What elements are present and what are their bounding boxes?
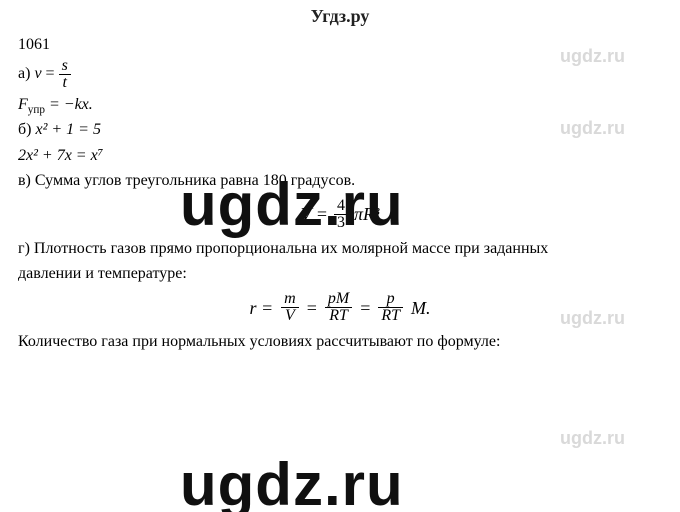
- part-b-eq2: 2x² + 7x = x⁷: [18, 144, 662, 167]
- part-v-label: в): [18, 172, 31, 189]
- part-v-frac: 4 3: [334, 198, 348, 231]
- watermark-small: ugdz.ru: [560, 428, 625, 449]
- part-g-sentence1: Плотность газов прямо пропорциональна их…: [34, 240, 548, 257]
- problem-number: 1061: [18, 33, 662, 56]
- part-g-eq-lhs: r =: [249, 295, 273, 321]
- part-v-eq-rhs: πR³: [354, 201, 379, 227]
- content-body: 1061 а) v = s t Fупр = −kx. б) x² + 1 = …: [0, 27, 680, 354]
- part-a-frac: s t: [59, 58, 71, 91]
- part-g-f3-num: p: [378, 291, 403, 308]
- part-v-sentence: Сумма углов треугольника равна 180 граду…: [35, 172, 355, 189]
- equals-sign: =: [46, 65, 59, 82]
- part-a-frac-den: t: [59, 75, 71, 91]
- part-g-f2-num: pM: [325, 291, 352, 308]
- equals-sign: =: [360, 295, 370, 321]
- part-g-text1: г) Плотность газов прямо пропорциональна…: [18, 237, 662, 260]
- part-a-label: а): [18, 65, 30, 82]
- part-g-label: г): [18, 240, 30, 257]
- part-g-eq-tail: M.: [411, 295, 431, 321]
- part-b-eq1-body: x² + 1 = 5: [35, 121, 101, 138]
- part-a-frac-num: s: [59, 58, 71, 75]
- part-a-eq2-sub: упр: [28, 104, 45, 116]
- part-a-eq2: Fупр = −kx.: [18, 93, 662, 116]
- part-v-eq-lhs: V =: [301, 201, 328, 227]
- part-g-equation: r = m V = pM RT = p RT M.: [18, 291, 662, 324]
- part-g-f2-den: RT: [325, 308, 352, 324]
- part-b-label: б): [18, 121, 31, 138]
- part-g-f1-den: V: [281, 308, 299, 324]
- part-v-text: в) Сумма углов треугольника равна 180 гр…: [18, 169, 662, 192]
- part-b-eq1: б) x² + 1 = 5: [18, 118, 662, 141]
- part-g-frac3: p RT: [378, 291, 403, 324]
- equals-sign: =: [307, 295, 317, 321]
- part-v-equation: V = 4 3 πR³: [18, 198, 662, 231]
- part-g-frac2: pM RT: [325, 291, 352, 324]
- part-v-frac-den: 3: [334, 215, 348, 231]
- part-g-f1-num: m: [281, 291, 299, 308]
- part-g-f3-den: RT: [378, 308, 403, 324]
- part-a-eq2-F: F: [18, 96, 28, 113]
- part-a-eq2-rhs: = −kx.: [45, 96, 93, 113]
- part-g-text2: давлении и температуре:: [18, 262, 662, 285]
- part-a-eq1: а) v = s t: [18, 58, 662, 91]
- site-header: Угдз.ру: [0, 0, 680, 27]
- part-g-frac1: m V: [281, 291, 299, 324]
- part-a-eq1-lhs: v: [34, 65, 41, 82]
- footer-text: Количество газа при нормальных условиях …: [18, 330, 662, 353]
- part-b-eq2-body: 2x² + 7x = x⁷: [18, 147, 103, 164]
- watermark-big: ugdz.ru: [180, 450, 404, 512]
- part-v-frac-num: 4: [334, 198, 348, 215]
